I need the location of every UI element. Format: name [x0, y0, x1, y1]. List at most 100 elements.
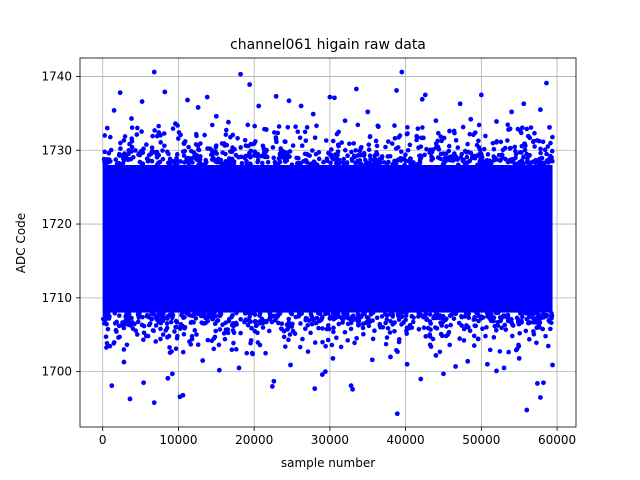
- data-point: [460, 124, 466, 130]
- data-point: [436, 147, 442, 152]
- data-point: [538, 395, 543, 400]
- data-point: [298, 103, 304, 109]
- data-point: [388, 354, 393, 360]
- data-point: [374, 143, 380, 149]
- data-point: [335, 149, 341, 154]
- data-point: [399, 69, 405, 75]
- data-point: [236, 154, 241, 160]
- data-point: [231, 330, 237, 336]
- data-point: [532, 144, 537, 149]
- data-point: [385, 325, 391, 331]
- data-point: [272, 318, 278, 323]
- data-point: [550, 362, 555, 368]
- data-point: [273, 93, 279, 99]
- data-point: [222, 143, 228, 148]
- data-point: [510, 323, 516, 328]
- data-point: [327, 94, 333, 100]
- data-point: [500, 314, 506, 320]
- data-point: [467, 131, 473, 137]
- data-point: [308, 311, 314, 317]
- data-point: [530, 312, 536, 317]
- data-point: [453, 311, 459, 317]
- data-point: [104, 345, 109, 350]
- data-point: [536, 138, 542, 144]
- data-point: [146, 314, 152, 320]
- data-point: [471, 333, 477, 339]
- data-point: [200, 310, 206, 316]
- data-point: [530, 159, 536, 165]
- data-point: [519, 158, 525, 163]
- data-points-layer: [100, 69, 555, 417]
- data-point: [498, 157, 503, 163]
- data-point: [398, 149, 404, 154]
- data-point: [359, 161, 364, 167]
- data-point: [365, 160, 371, 166]
- data-point: [286, 98, 292, 104]
- x-axis-label: sample number: [281, 456, 375, 470]
- data-point: [220, 322, 225, 328]
- data-point: [441, 371, 446, 377]
- data-point: [229, 314, 234, 320]
- data-point: [168, 319, 174, 325]
- data-point: [487, 311, 493, 317]
- data-point: [249, 325, 254, 331]
- data-point: [297, 344, 303, 350]
- data-point: [161, 315, 167, 321]
- data-point: [290, 328, 296, 334]
- data-point: [433, 353, 439, 358]
- data-point: [205, 146, 210, 151]
- data-point: [334, 335, 339, 341]
- data-point: [238, 145, 243, 150]
- data-point: [483, 333, 488, 339]
- data-point: [471, 154, 476, 159]
- data-point: [462, 314, 468, 319]
- data-point: [150, 328, 156, 333]
- data-point: [259, 318, 265, 324]
- data-point: [124, 316, 129, 321]
- data-point: [166, 151, 171, 157]
- data-point: [117, 90, 123, 96]
- data-point: [505, 318, 511, 324]
- data-point: [453, 364, 458, 369]
- data-point: [112, 310, 118, 316]
- data-point: [505, 313, 511, 319]
- data-point: [158, 320, 164, 326]
- data-point: [368, 312, 374, 317]
- data-point: [172, 329, 177, 334]
- data-point: [343, 161, 348, 167]
- data-point: [461, 338, 467, 343]
- data-point: [509, 157, 515, 162]
- data-point: [160, 156, 166, 162]
- data-point: [248, 340, 253, 346]
- data-point: [193, 316, 199, 321]
- data-point: [492, 155, 498, 161]
- data-point: [182, 324, 188, 330]
- data-point: [494, 139, 500, 144]
- data-point: [361, 331, 366, 337]
- data-point: [478, 316, 484, 321]
- data-point: [548, 140, 553, 146]
- data-point: [161, 131, 167, 136]
- data-point: [362, 157, 368, 163]
- data-point: [507, 126, 513, 132]
- data-point: [334, 154, 340, 159]
- data-point: [415, 126, 421, 131]
- data-point: [342, 329, 348, 335]
- data-point: [329, 155, 335, 161]
- data-point: [429, 154, 434, 159]
- data-point: [356, 318, 362, 324]
- data-point: [328, 160, 333, 166]
- data-point: [383, 341, 389, 347]
- data-point: [103, 334, 109, 340]
- data-point: [358, 314, 364, 320]
- data-point: [226, 158, 231, 164]
- data-point: [442, 316, 448, 322]
- data-point: [375, 124, 381, 130]
- data-point: [186, 161, 192, 167]
- data-point: [330, 138, 336, 144]
- data-point: [305, 322, 311, 328]
- data-point: [233, 320, 239, 326]
- data-point: [407, 142, 413, 148]
- data-point: [526, 337, 532, 342]
- y-tick-label: 1730: [41, 143, 72, 157]
